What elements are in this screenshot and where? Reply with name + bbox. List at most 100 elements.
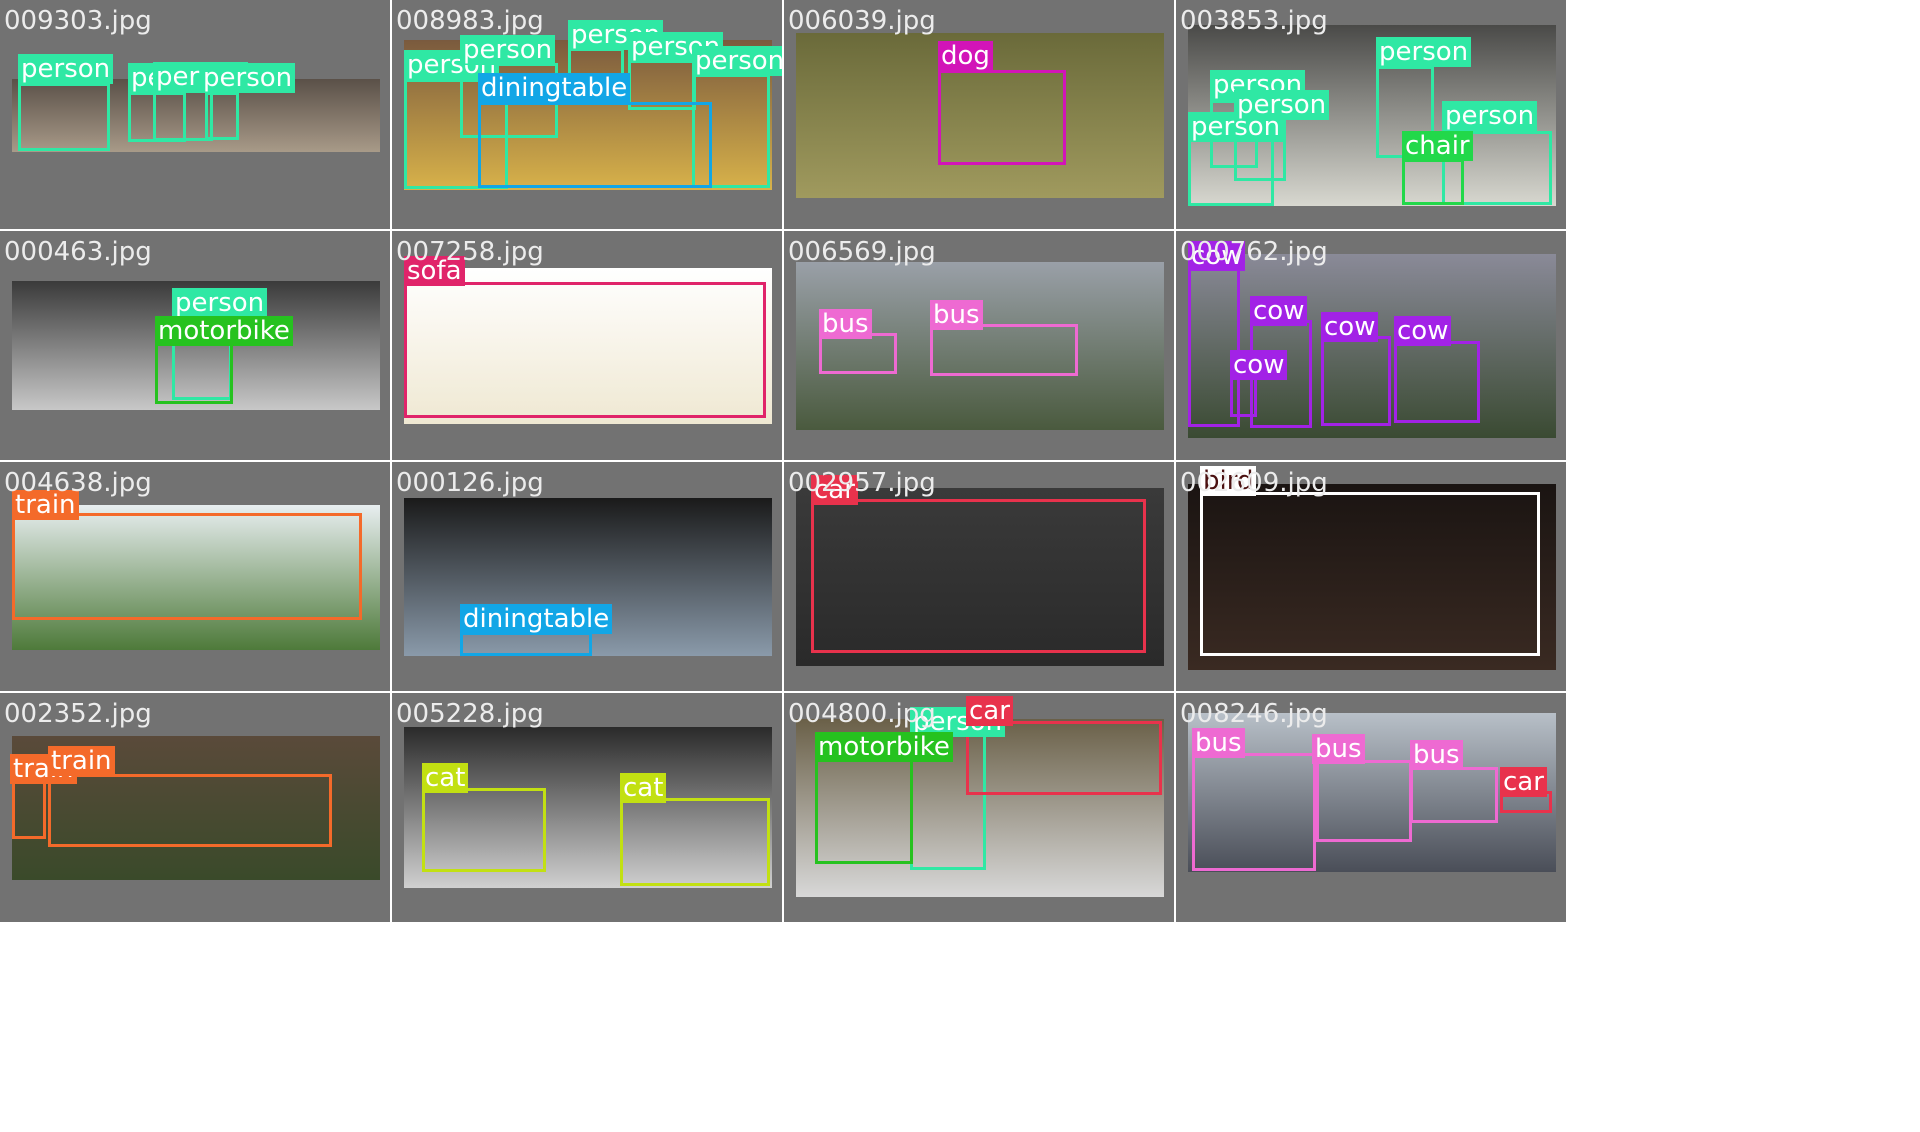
bbox-label-cat: cat — [422, 763, 469, 793]
grid-cell: 000762.jpg cow cow cow cow cow — [1176, 231, 1566, 460]
bbox-person — [404, 79, 508, 189]
file-name: 007258.jpg — [396, 237, 544, 267]
bbox-cow — [1321, 336, 1391, 426]
bbox-label-cow: cow — [1188, 241, 1246, 271]
bbox-dog — [938, 70, 1066, 165]
sample-photo — [1188, 713, 1556, 872]
file-name: 000126.jpg — [396, 468, 544, 498]
file-name: 006039.jpg — [788, 6, 936, 36]
bbox-diningtable — [478, 102, 712, 188]
grid-cell: 000126.jpg diningtable — [392, 462, 782, 691]
file-name: 002957.jpg — [788, 468, 936, 498]
grid-cell: 006039.jpg dog — [784, 0, 1174, 229]
bbox-label-bus: bus — [1192, 728, 1245, 758]
grid-cell: 000463.jpg person motorbike — [0, 231, 390, 460]
bbox-label-diningtable: diningtable — [478, 73, 631, 103]
bbox-motorbike — [155, 340, 233, 404]
bbox-bus — [1192, 753, 1316, 871]
file-name: 000762.jpg — [1180, 237, 1328, 267]
grid-cell: 008983.jpg person person person person person… — [392, 0, 782, 229]
sample-photo — [796, 262, 1164, 430]
grid-cell: 006569.jpg bus bus — [784, 231, 1174, 460]
file-name: 008246.jpg — [1180, 699, 1328, 729]
bbox-label-person: person — [18, 54, 114, 84]
bbox-bus — [819, 333, 897, 374]
bbox-label-cow: cow — [1321, 312, 1379, 342]
bbox-label-bus: bus — [930, 300, 983, 330]
bbox-label-cow: cow — [1250, 296, 1308, 326]
bbox-label-train: train — [48, 746, 115, 776]
bbox-label-bus: bus — [1410, 740, 1463, 770]
bbox-label-car: car — [811, 475, 858, 505]
bbox-label-person: person — [172, 288, 268, 318]
bbox-cow — [1230, 374, 1257, 417]
grid-cell: 002352.jpg train train — [0, 693, 390, 922]
grid-cell: 002957.jpg car — [784, 462, 1174, 691]
bbox-label-cow: cow — [1394, 316, 1452, 346]
bbox-bird — [1200, 492, 1540, 656]
bbox-label-dog: dog — [938, 41, 993, 71]
file-name: 002609.jpg — [1180, 468, 1328, 498]
bbox-label-bus: bus — [1312, 734, 1365, 764]
grid-cell: 002609.jpg bird — [1176, 462, 1566, 691]
bbox-person — [205, 92, 239, 140]
bbox-label-person: person — [1442, 101, 1538, 131]
bbox-label-chair: chair — [1402, 131, 1473, 161]
bbox-label-sofa: sofa — [404, 256, 465, 286]
bbox-label-person: person — [1234, 90, 1330, 120]
sample-photo — [404, 727, 772, 888]
sample-photo — [1188, 484, 1556, 670]
bbox-bus — [930, 324, 1078, 376]
sample-photo — [404, 268, 772, 424]
bbox-label-cow: cow — [1230, 350, 1288, 380]
bbox-label-bird: bird — [1200, 466, 1257, 496]
bbox-label-diningtable: diningtable — [460, 604, 613, 634]
bbox-train — [12, 513, 362, 620]
bbox-diningtable — [460, 632, 592, 656]
bbox-label-person: person — [200, 63, 296, 93]
bbox-label-person: person — [692, 46, 782, 76]
file-name: 005228.jpg — [396, 699, 544, 729]
bbox-label-person: person — [460, 35, 556, 65]
sample-photo — [12, 505, 380, 650]
file-name: 006569.jpg — [788, 237, 936, 267]
bbox-chair — [1402, 159, 1464, 205]
bbox-train — [48, 774, 332, 847]
grid-cell: 005228.jpg cat cat — [392, 693, 782, 922]
bbox-motorbike — [815, 758, 913, 864]
sample-photo — [796, 488, 1164, 666]
bbox-label-train: train — [12, 490, 79, 520]
bbox-car — [966, 721, 1162, 795]
grid-cell: 008246.jpg bus bus bus car — [1176, 693, 1566, 922]
bbox-cat — [422, 788, 546, 872]
bbox-label-motorbike: motorbike — [815, 732, 953, 762]
grid-cell: 004638.jpg train — [0, 462, 390, 691]
bbox-person — [1442, 131, 1552, 205]
bbox-car — [811, 499, 1146, 653]
file-name: 004638.jpg — [4, 468, 152, 498]
grid-cell: 003853.jpg person person person person person… — [1176, 0, 1566, 229]
file-name: 009303.jpg — [4, 6, 152, 36]
bbox-label-person: person — [1376, 37, 1472, 67]
sample-photo — [1188, 254, 1556, 438]
bbox-label-car: car — [966, 696, 1013, 726]
bbox-train — [12, 779, 46, 839]
grid-cell: 007258.jpg sofa — [392, 231, 782, 460]
bbox-bus — [1410, 767, 1498, 823]
file-name: 004800.jpg — [788, 699, 936, 729]
bbox-label-car: car — [1500, 767, 1547, 797]
bbox-person — [18, 83, 110, 151]
file-name: 003853.jpg — [1180, 6, 1328, 36]
file-name: 008983.jpg — [396, 6, 544, 36]
bbox-bus — [1316, 760, 1412, 842]
bbox-sofa — [404, 282, 766, 418]
bbox-label-motorbike: motorbike — [155, 316, 293, 346]
bbox-cow — [1394, 341, 1480, 423]
file-name: 000463.jpg — [4, 237, 152, 267]
bbox-label-bus: bus — [819, 309, 872, 339]
bbox-cat — [620, 798, 770, 886]
file-name: 002352.jpg — [4, 699, 152, 729]
grid-cell: 004800.jpg person motorbike car — [784, 693, 1174, 922]
bbox-label-cat: cat — [620, 773, 667, 803]
